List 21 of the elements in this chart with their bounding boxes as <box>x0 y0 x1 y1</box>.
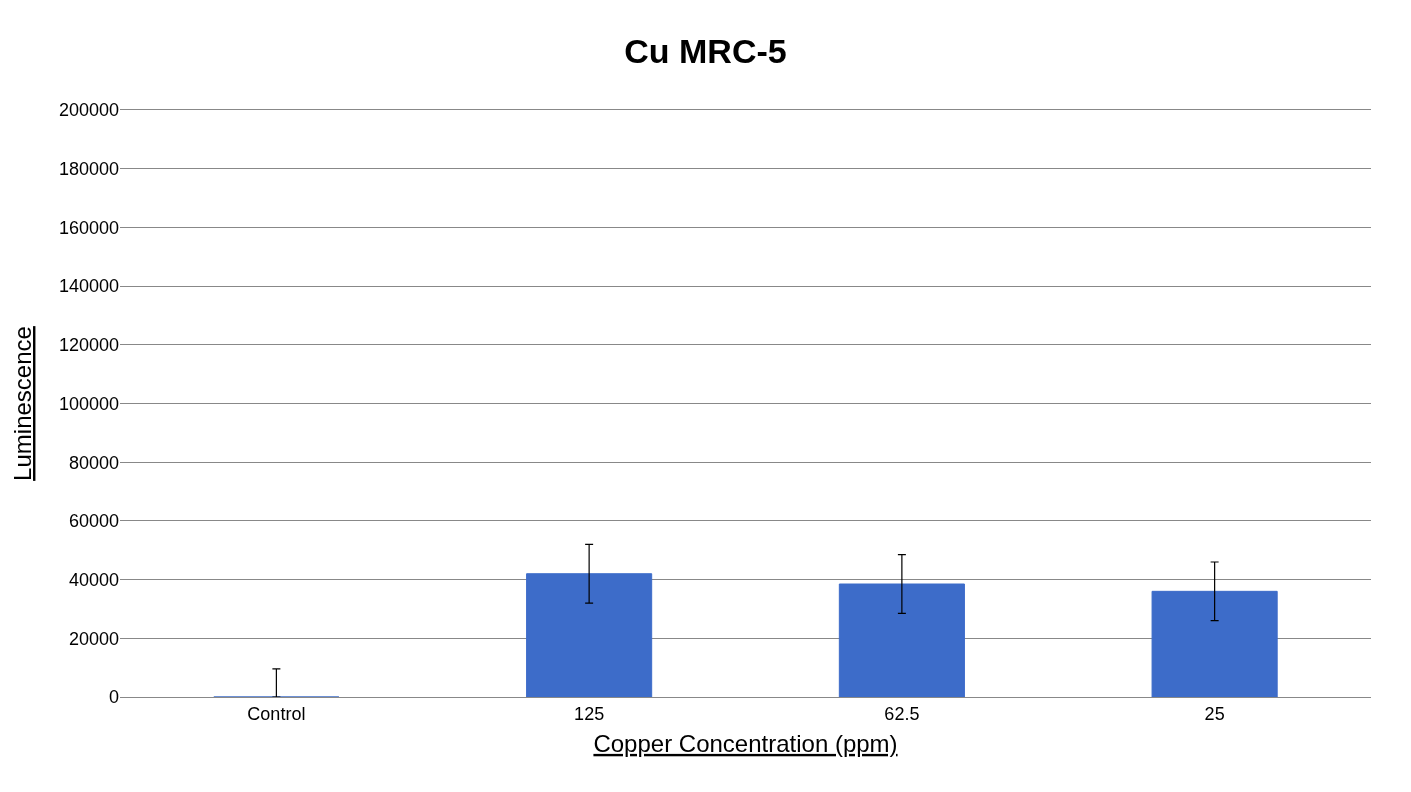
y-tick-label: 200000 <box>58 100 119 121</box>
y-tick-label: 0 <box>108 687 119 708</box>
bar <box>838 583 965 697</box>
x-tick-label: 62.5 <box>884 703 920 724</box>
x-tick-label: 125 <box>574 703 605 724</box>
bar <box>526 573 653 697</box>
y-tick-label: 180000 <box>58 159 119 179</box>
x-axis-title: Copper Concentration (ppm) <box>593 729 898 757</box>
y-axis-title: Luminescence <box>9 326 37 481</box>
y-tick-label: 20000 <box>68 628 119 649</box>
y-tick-label: 80000 <box>68 452 119 473</box>
bar <box>1151 590 1278 697</box>
y-tick-label: 120000 <box>58 335 119 356</box>
y-tick-label: 140000 <box>58 276 119 297</box>
x-tick-label: Control <box>247 703 306 724</box>
y-tick-label: 100000 <box>58 393 119 414</box>
y-tick-label: 160000 <box>58 217 119 238</box>
chart-title: Cu MRC-5 <box>624 32 787 71</box>
x-tick-label: 25 <box>1204 703 1225 724</box>
y-tick-label: 60000 <box>68 511 119 532</box>
y-tick-label: 40000 <box>68 569 119 590</box>
